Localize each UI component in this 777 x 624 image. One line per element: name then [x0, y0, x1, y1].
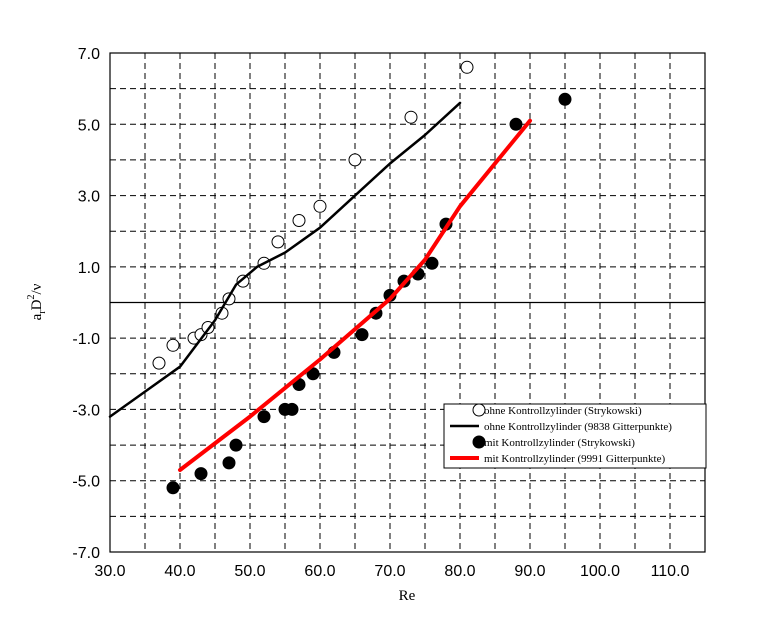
data-point-open: [236, 274, 250, 288]
y-axis-label: arD2/ν: [26, 283, 48, 320]
legend: ohne Kontrollzylinder (Strykowski) ohne …: [443, 403, 707, 469]
y-label-a: a: [29, 313, 45, 320]
y-tick-label: -7.0: [72, 545, 100, 562]
legend-label-series-2: ohne Kontrollzylinder (9838 Gitterpunkte…: [484, 421, 672, 433]
data-point-filled: [229, 438, 243, 452]
x-tick-label: 40.0: [164, 563, 195, 580]
y-tick-label: -3.0: [72, 402, 100, 419]
legend-label-series-1: ohne Kontrollzylinder (Strykowski): [484, 405, 642, 417]
x-tick-label: 60.0: [304, 563, 335, 580]
axis-ticks: 30.0 40.0 50.0 60.0 70.0 80.0 90.0 100.0 110.0 -7…: [72, 46, 689, 580]
data-point-open: [348, 153, 362, 167]
data-point-open: [292, 214, 306, 227]
y-tick-label: 1.0: [78, 260, 100, 277]
x-tick-label: 30.0: [94, 563, 125, 580]
y-label-d: D: [29, 299, 45, 310]
svg-text:arD2/ν: arD2/ν: [26, 283, 48, 320]
legend-box: [443, 403, 707, 469]
data-point-filled: [558, 92, 572, 106]
y-label-sub: r: [37, 310, 48, 314]
data-point-open: [460, 60, 474, 74]
data-point-filled: [306, 367, 320, 381]
data-point-filled: [355, 328, 369, 342]
legend-label-series-3: mit Kontrollzylinder (Strykowski): [484, 437, 635, 449]
x-tick-label: 100.0: [580, 563, 620, 580]
data-point-filled: [222, 456, 236, 470]
data-point-open: [152, 356, 166, 370]
data-point-filled: [166, 481, 180, 495]
legend-marker-open-circle: [472, 403, 486, 417]
y-tick-label: -1.0: [72, 331, 100, 348]
data-point-filled: [257, 410, 271, 424]
y-tick-label: 3.0: [78, 189, 100, 206]
data-point-filled: [509, 117, 523, 131]
data-point-open: [404, 110, 418, 124]
series-line-2: [108, 101, 462, 418]
y-label-nu: /ν: [29, 283, 45, 294]
data-point-filled: [285, 402, 299, 416]
data-point-filled: [194, 467, 208, 481]
data-point-open: [313, 199, 327, 213]
y-tick-label: 5.0: [78, 117, 100, 134]
plot-series: [108, 60, 572, 495]
y-label-sup: 2: [26, 295, 37, 300]
legend-label-series-4: mit Kontrollzylinder (9991 Gitterpunkte): [484, 453, 665, 465]
y-tick-label: -5.0: [72, 474, 100, 491]
x-axis-label: Re: [399, 588, 416, 604]
x-tick-label: 90.0: [514, 563, 545, 580]
x-tick-label: 70.0: [374, 563, 405, 580]
y-tick-label: 7.0: [78, 46, 100, 63]
data-point-open: [271, 235, 285, 249]
data-point-filled: [425, 256, 439, 270]
series-line-4: [178, 118, 532, 472]
x-tick-label: 80.0: [444, 563, 475, 580]
x-tick-label: 110.0: [651, 563, 690, 580]
x-tick-label: 50.0: [234, 563, 265, 580]
data-point-open: [166, 338, 180, 352]
plot-frame: [109, 52, 706, 553]
legend-marker-filled-circle: [472, 435, 486, 449]
